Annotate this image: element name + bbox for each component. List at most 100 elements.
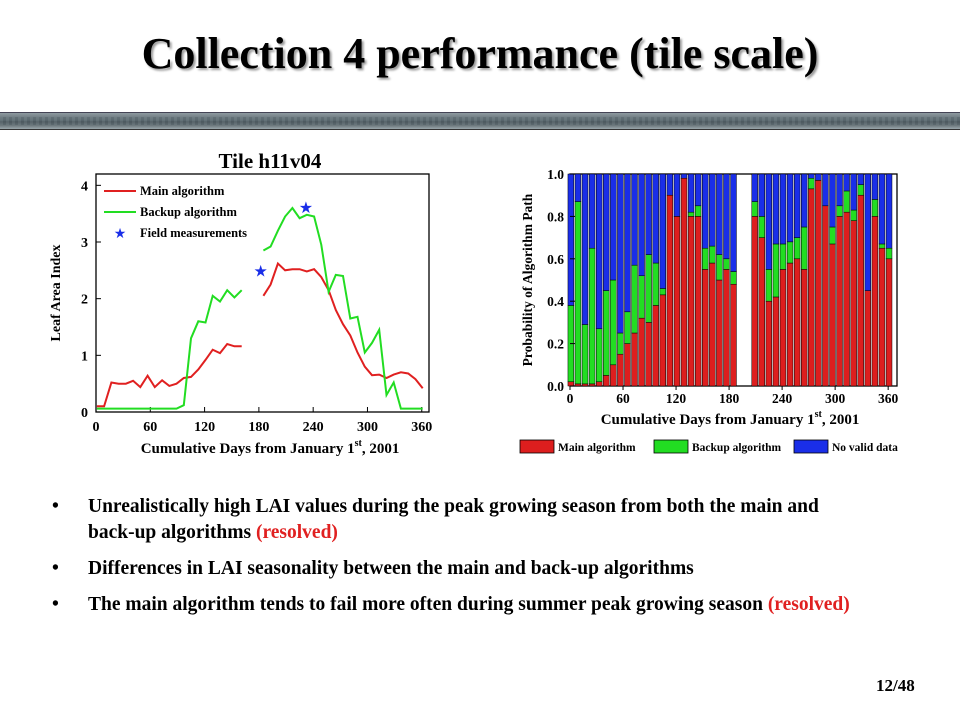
bar-backup	[878, 243, 886, 249]
bar-main	[666, 194, 674, 387]
bar-main	[836, 216, 843, 387]
prob-legend-main: Main algorithm	[558, 442, 636, 454]
bar-backup	[702, 247, 709, 270]
bar-main	[808, 188, 815, 387]
bar-main	[723, 269, 730, 387]
bar-main	[822, 205, 829, 387]
bar-backup	[709, 245, 716, 264]
prob-xtick-label: 0	[567, 391, 574, 406]
bar-backup	[631, 264, 638, 334]
bar-no-data	[595, 173, 603, 330]
bar-no-data	[786, 173, 794, 243]
bar-main	[772, 296, 780, 387]
bar-no-data	[702, 173, 709, 249]
legend-main: Main algorithm	[140, 184, 225, 198]
bar-no-data	[610, 173, 617, 281]
bar-no-data	[850, 173, 857, 211]
bar-backup	[659, 288, 666, 296]
lai-xtick-label: 240	[303, 420, 324, 435]
bar-main	[779, 269, 787, 387]
lai-ylabel: Leaf Area Index	[49, 245, 64, 342]
bar-main	[751, 216, 758, 387]
bar-no-data	[843, 173, 850, 192]
bar-backup	[687, 211, 695, 217]
main-algorithm-line	[262, 261, 424, 389]
bar-no-data	[617, 173, 624, 334]
bar-no-data	[603, 173, 610, 291]
bar-main	[815, 180, 822, 387]
bar-no-data	[808, 173, 815, 179]
bar-main	[673, 216, 681, 387]
bar-backup	[801, 226, 808, 270]
probability-chart: 0.0 0.2 0.4 0.6 0.8 1.0 0 60 120 180 240 300 360 Pr…	[519, 167, 899, 454]
bar-backup	[808, 177, 815, 190]
prob-xtick-label: 240	[772, 391, 793, 406]
bar-no-data	[652, 173, 659, 264]
bar-backup	[857, 184, 864, 196]
bar-no-data	[864, 173, 872, 291]
bar-backup	[730, 271, 737, 285]
bar-main	[617, 353, 624, 387]
prob-xtick-label: 300	[825, 391, 846, 406]
lai-ytick-label: 4	[81, 179, 88, 194]
bar-backup	[723, 258, 730, 270]
bar-main	[652, 305, 659, 387]
bar-backup	[603, 290, 610, 376]
bar-no-data	[758, 173, 765, 217]
bar-backup	[652, 262, 659, 306]
lai-xtick-label: 300	[357, 420, 378, 435]
bar-no-data	[885, 173, 893, 249]
bar-backup	[793, 237, 801, 260]
bar-main	[702, 269, 709, 387]
bar-main	[765, 300, 773, 387]
bar-main	[588, 383, 596, 387]
bar-backup	[595, 328, 603, 383]
bar-no-data	[716, 173, 723, 255]
bar-main	[638, 317, 645, 387]
bar-main	[871, 216, 879, 387]
bar-no-data	[631, 173, 638, 266]
title-divider	[0, 112, 960, 130]
bar-no-data	[581, 173, 589, 325]
bar-backup	[588, 247, 596, 385]
bar-backup	[786, 241, 794, 264]
prob-xtick-label: 60	[616, 391, 630, 406]
bar-main	[758, 237, 765, 387]
bar-backup	[574, 201, 582, 385]
bar-backup	[765, 269, 773, 302]
bar-backup	[581, 324, 589, 385]
bar-no-data	[680, 173, 688, 179]
bar-no-data	[687, 173, 695, 213]
bar-main	[659, 294, 666, 387]
bullet-item: The main algorithm tends to fail more of…	[48, 592, 868, 618]
bar-no-data	[878, 173, 886, 245]
legend-backup: Backup algorithm	[140, 205, 237, 219]
bar-main	[603, 375, 610, 387]
lai-xtick-label: 60	[143, 420, 157, 435]
legend-swatch-backup	[653, 439, 689, 454]
bar-main	[801, 269, 808, 387]
backup-algorithm-line	[262, 206, 423, 410]
lai-xtick-label: 0	[93, 420, 100, 435]
bar-no-data	[815, 173, 822, 181]
resolved-note: (resolved)	[255, 522, 338, 544]
bar-main	[857, 194, 864, 387]
bar-backup	[850, 209, 857, 221]
lai-xtick-label: 360	[411, 420, 432, 435]
bar-main	[850, 220, 857, 387]
bar-no-data	[751, 173, 758, 202]
bar-no-data	[567, 173, 575, 306]
bar-no-data	[723, 173, 730, 260]
bar-backup	[694, 205, 702, 217]
bar-backup	[885, 247, 893, 260]
bar-no-data	[588, 173, 596, 249]
bar-backup	[610, 279, 617, 366]
bar-main	[793, 258, 801, 387]
bar-no-data	[624, 173, 631, 313]
legend-field: Field measurements	[140, 226, 247, 240]
bar-main	[595, 381, 603, 387]
bullet-list: Unrealistically high LAI values during t…	[48, 494, 868, 629]
bar-no-data	[801, 173, 808, 228]
bullet-item: Unrealistically high LAI values during t…	[48, 494, 868, 546]
